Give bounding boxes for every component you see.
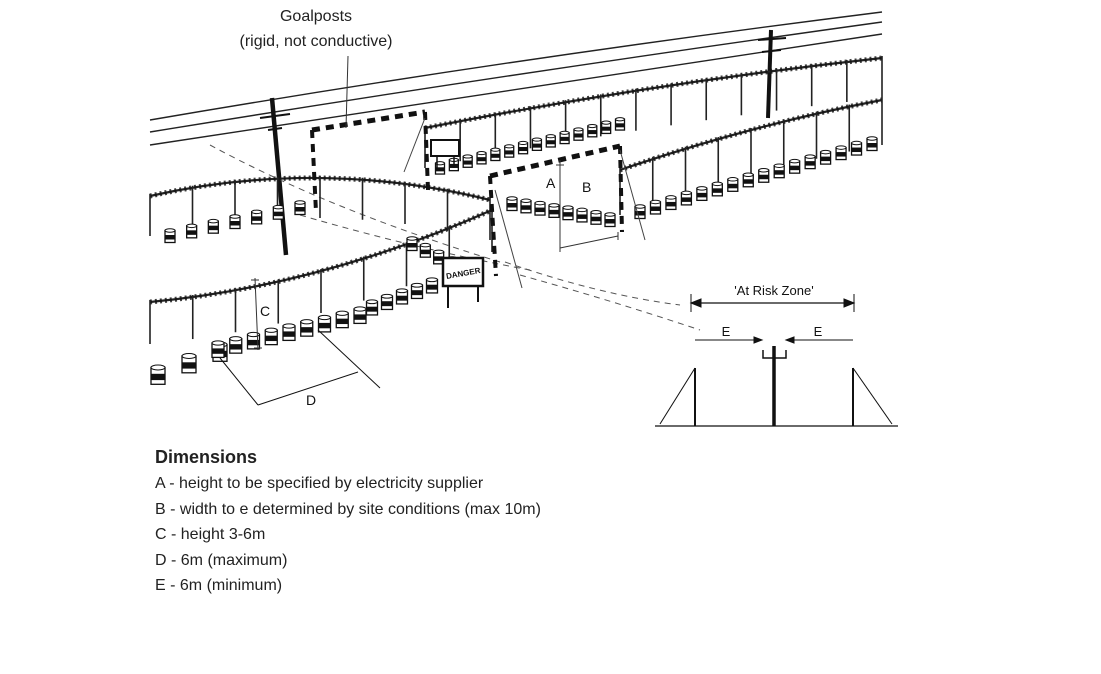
barrel <box>573 127 584 141</box>
barrel <box>680 190 693 206</box>
barrel <box>246 331 261 350</box>
barrel <box>272 204 284 220</box>
dimension-a-label: A <box>546 175 556 191</box>
bunting-flags <box>149 207 494 305</box>
barrel <box>229 214 241 230</box>
pylon-right <box>757 29 787 119</box>
barrel <box>604 212 616 228</box>
barrel <box>866 136 878 152</box>
barrel <box>601 120 612 135</box>
barrel <box>534 200 546 216</box>
barrel <box>634 204 646 220</box>
barrel <box>410 282 424 300</box>
barrel <box>711 181 723 197</box>
barrel <box>300 319 314 337</box>
barrel <box>587 123 598 138</box>
barrel <box>476 151 487 165</box>
barrel <box>365 299 379 316</box>
dimension-d-label: D <box>306 392 316 408</box>
barrel <box>433 249 445 265</box>
barrel <box>406 236 418 252</box>
barrel <box>251 209 263 225</box>
risk-zone-title: 'At Risk Zone' <box>734 283 813 298</box>
legend-item-e: E - 6m (minimum) <box>155 577 283 594</box>
barrel <box>665 195 677 211</box>
dimension-c-label: C <box>260 303 270 319</box>
barrel <box>590 209 602 225</box>
barrel <box>517 140 529 155</box>
barrel <box>462 154 473 168</box>
barrel <box>419 242 431 258</box>
barrel <box>434 161 446 175</box>
barrel-markers <box>150 117 878 385</box>
barrel <box>425 277 439 294</box>
small-sign-board <box>430 139 460 170</box>
dimension-b-label: B <box>582 179 591 195</box>
barrel <box>758 167 770 183</box>
dimension-c-marker <box>251 277 262 351</box>
barrel <box>531 137 543 152</box>
barrel <box>850 140 863 156</box>
legend-item-d: D - 6m (maximum) <box>155 551 288 569</box>
barrel <box>614 117 626 131</box>
barrel <box>380 293 394 311</box>
goalposts-callout: Goalposts (rigid, not conductive) <box>200 4 432 54</box>
legend-item-c: C - height 3-6m <box>155 526 266 543</box>
dimension-b-marker <box>559 232 619 252</box>
barrel <box>186 223 198 239</box>
barrel <box>211 340 225 359</box>
barrel <box>696 186 708 202</box>
dimension-d-marker <box>219 329 381 406</box>
barrel <box>490 147 501 162</box>
barrel <box>773 163 785 179</box>
barrel <box>559 130 570 145</box>
barrel <box>727 177 739 192</box>
barrel <box>520 198 532 214</box>
danger-sign: DANGER <box>441 256 485 308</box>
goalposts-callout-line-2: (rigid, not conductive) <box>239 33 393 50</box>
barrel <box>506 196 518 212</box>
bunting-flags <box>424 55 883 131</box>
goalpost-back <box>310 109 430 213</box>
barrel <box>150 364 166 385</box>
goalposts-callout-line-1: Goalposts <box>279 8 353 25</box>
barrel <box>181 353 197 374</box>
risk-zone-diagram <box>655 294 898 427</box>
dimensions-legend: Dimensions A - height to be specified by… <box>155 444 541 599</box>
barrel <box>789 158 801 174</box>
barrel <box>576 207 588 223</box>
barrel <box>264 327 278 346</box>
risk-zone-e-right: E <box>814 324 823 339</box>
barrel <box>229 336 243 354</box>
barrel <box>282 323 296 342</box>
barrel <box>545 134 556 148</box>
legend-title: Dimensions <box>155 447 258 467</box>
barrel <box>164 228 176 244</box>
goalposts-leader-line <box>345 55 349 129</box>
barrel <box>562 205 574 221</box>
barrel <box>742 172 754 188</box>
barrel <box>207 218 219 234</box>
barrel <box>395 288 409 305</box>
barrel <box>504 144 515 158</box>
legend-item-a: A - height to be specified by electricit… <box>155 475 484 492</box>
dimension-a-marker <box>556 160 564 250</box>
legend-item-b: B - width to e determined by site condit… <box>155 500 541 518</box>
barrel <box>548 203 560 219</box>
barrel <box>804 154 816 170</box>
goalpost-front <box>488 143 646 289</box>
barrel <box>649 199 662 215</box>
barrel <box>294 200 306 216</box>
barrel <box>317 314 332 333</box>
barrel <box>353 306 367 325</box>
barrel <box>335 310 349 329</box>
bunting-fences <box>149 55 883 344</box>
barrel <box>819 149 832 165</box>
barrel <box>835 145 847 161</box>
risk-zone-e-left: E <box>722 324 731 339</box>
